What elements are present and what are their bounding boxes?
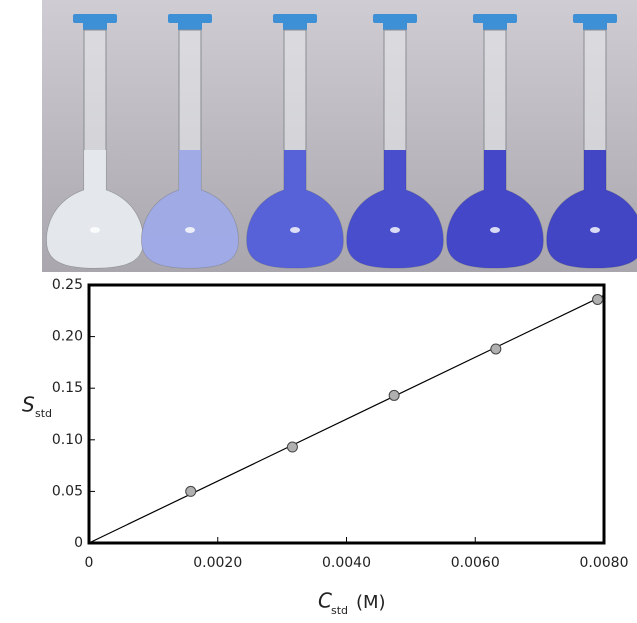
x-tick-label: 0.0040: [322, 555, 371, 571]
x-axis-label-unit: (M): [356, 592, 386, 613]
flask-cap-top: [383, 23, 407, 30]
flask-highlight: [390, 227, 400, 233]
flask-highlight: [490, 227, 500, 233]
flask-highlight: [185, 227, 195, 233]
x-axis-label-sub: std: [331, 604, 348, 617]
flask-cap-top: [178, 23, 202, 30]
flask-cap: [168, 14, 212, 23]
flask-cap-top: [283, 23, 307, 30]
plot-frame: [89, 285, 604, 543]
x-tick-label: 0.0080: [580, 555, 629, 571]
flask-cap: [373, 14, 417, 23]
y-axis-label: S: [22, 393, 35, 417]
flask-cap-top: [83, 23, 107, 30]
flask-cap-top: [583, 23, 607, 30]
y-axis-label-sub: std: [35, 407, 52, 420]
data-point: [593, 294, 603, 304]
y-tick-label: 0.10: [52, 432, 83, 448]
flask-photo: [42, 0, 637, 272]
y-tick-label: 0.05: [52, 483, 83, 499]
flask-cap: [73, 14, 117, 23]
y-tick-label: 0: [74, 535, 83, 551]
x-tick-label: 0: [85, 555, 94, 571]
y-tick-label: 0.25: [52, 277, 83, 293]
flask-cap: [473, 14, 517, 23]
flask-highlight: [90, 227, 100, 233]
flask-highlight: [290, 227, 300, 233]
data-point: [491, 344, 501, 354]
flask-highlight: [590, 227, 600, 233]
y-tick-label: 0.20: [52, 329, 83, 345]
x-tick-label: 0.0060: [451, 555, 500, 571]
flask-cap: [273, 14, 317, 23]
fit-line: [89, 295, 604, 543]
page: S std C std (M) 0 0.05 0.10 0.15 0.20 0.25 0 0.…: [0, 0, 637, 619]
y-tick-label: 0.15: [52, 380, 83, 396]
flask-cap: [573, 14, 617, 23]
data-point: [389, 390, 399, 400]
data-point: [186, 486, 196, 496]
data-point: [287, 442, 297, 452]
flask-cap-top: [483, 23, 507, 30]
x-axis-label: C: [318, 589, 332, 613]
x-tick-label: 0.0020: [193, 555, 242, 571]
